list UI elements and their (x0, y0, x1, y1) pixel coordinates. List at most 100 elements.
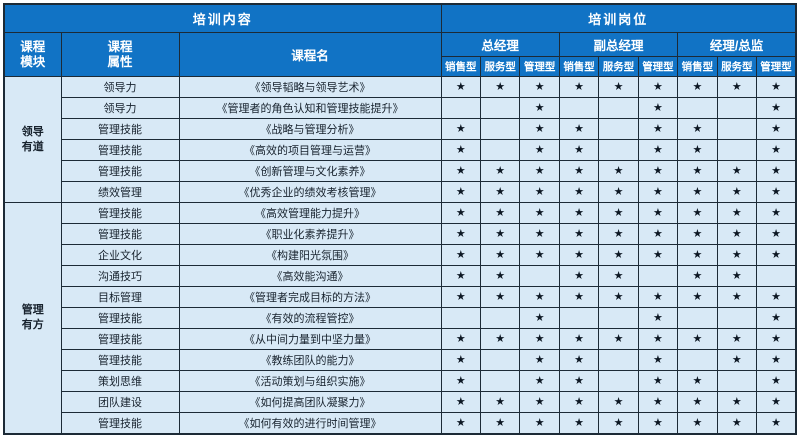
star-icon: ★ (677, 244, 718, 266)
star-icon: ★ (558, 370, 600, 392)
empty-star-cell (677, 349, 718, 371)
star-icon: ★ (519, 97, 560, 119)
course-name-cell: 《从中间力量到中坚力量》 (178, 328, 442, 350)
empty-star-cell (598, 370, 639, 392)
star-icon: ★ (598, 160, 639, 182)
star-icon: ★ (716, 328, 758, 350)
col-header-course-module: 课程 模块 (3, 32, 62, 77)
star-icon: ★ (756, 76, 797, 98)
star-icon: ★ (598, 328, 639, 350)
star-icon: ★ (637, 181, 679, 203)
course-attribute-cell: 领导力 (60, 76, 180, 98)
star-icon: ★ (558, 139, 600, 161)
star-icon: ★ (440, 286, 481, 308)
course-name-cell: 《创新管理与文化素养》 (178, 160, 442, 182)
star-icon: ★ (637, 202, 679, 224)
star-icon: ★ (598, 202, 639, 224)
training-matrix-table: 培训内容 培训岗位 课程 模块 课程 属性 课程名 总经理 副总经理 经理/总监… (3, 3, 797, 435)
course-name-cell: 《高效管理能力提升》 (178, 202, 442, 224)
empty-star-cell (598, 349, 639, 371)
header-training-positions: 培训岗位 (440, 3, 797, 33)
star-icon: ★ (677, 223, 718, 245)
empty-star-cell (716, 97, 758, 119)
table-row: 管理技能 《教练团队的能力》 ★ ★ ★ ★ ★ ★ (4, 349, 797, 371)
course-name-cell: 《职业化素养提升》 (178, 223, 442, 245)
table-row: 团队建设 《如何提高团队凝聚力》 ★ ★ ★ ★ ★ ★ ★ ★ ★ (4, 391, 797, 413)
course-name-cell: 《活动策划与组织实施》 (178, 370, 442, 392)
empty-star-cell (479, 118, 521, 140)
star-icon: ★ (479, 223, 521, 245)
star-icon: ★ (716, 349, 758, 371)
course-attribute-cell: 管理技能 (60, 160, 180, 182)
star-icon: ★ (677, 118, 718, 140)
empty-star-cell (598, 139, 639, 161)
star-icon: ★ (716, 223, 758, 245)
star-icon: ★ (756, 349, 797, 371)
star-icon: ★ (756, 160, 797, 182)
star-icon: ★ (716, 265, 758, 287)
table-row: 管理技能 《战略与管理分析》 ★ ★ ★ ★ ★ ★ (4, 118, 797, 140)
star-icon: ★ (598, 181, 639, 203)
star-icon: ★ (637, 286, 679, 308)
star-icon: ★ (716, 391, 758, 413)
table-body: 领导 有道 领导力 《领导韬略与领导艺术》 ★ ★ ★ ★ ★ ★ ★ ★ ★ 领导力 《管理者的角色认知… (3, 76, 797, 435)
star-icon: ★ (440, 76, 481, 98)
star-icon: ★ (716, 160, 758, 182)
course-name-cell: 《领导韬略与领导艺术》 (178, 76, 442, 98)
star-icon: ★ (479, 244, 521, 266)
star-icon: ★ (637, 349, 679, 371)
star-icon: ★ (519, 244, 560, 266)
empty-star-cell (598, 97, 639, 119)
table-row: 管理技能 《如何有效的进行时间管理》 ★ ★ ★ ★ ★ ★ ★ ★ ★ (4, 412, 797, 435)
empty-star-cell (677, 97, 718, 119)
star-icon: ★ (558, 286, 600, 308)
table-row: 管理技能 《高效的项目管理与运营》 ★ ★ ★ ★ ★ ★ (4, 139, 797, 161)
star-icon: ★ (677, 286, 718, 308)
type-header-sales: 销售型 (558, 56, 600, 77)
star-icon: ★ (716, 286, 758, 308)
course-attribute-cell: 策划思维 (60, 370, 180, 392)
course-attribute-cell: 管理技能 (60, 307, 180, 329)
star-icon: ★ (558, 202, 600, 224)
star-icon: ★ (637, 160, 679, 182)
star-icon: ★ (756, 223, 797, 245)
star-icon: ★ (558, 76, 600, 98)
star-icon: ★ (716, 181, 758, 203)
empty-star-cell (519, 265, 560, 287)
course-name-cell: 《如何有效的进行时间管理》 (178, 412, 442, 435)
type-header-management: 管理型 (519, 56, 560, 77)
star-icon: ★ (677, 328, 718, 350)
star-icon: ★ (756, 118, 797, 140)
star-icon: ★ (756, 370, 797, 392)
table-row: 管理 有方 管理技能 《高效管理能力提升》 ★ ★ ★ ★ ★ ★ ★ ★ ★ (3, 202, 797, 435)
empty-star-cell (558, 307, 600, 329)
course-attribute-cell: 企业文化 (60, 244, 180, 266)
star-icon: ★ (637, 76, 679, 98)
star-icon: ★ (716, 202, 758, 224)
course-name-cell: 《管理者的角色认知和管理技能提升》 (178, 97, 442, 119)
table-row: 领导力 《管理者的角色认知和管理技能提升》 ★ ★ ★ (4, 97, 797, 119)
star-icon: ★ (598, 76, 639, 98)
star-icon: ★ (519, 139, 560, 161)
star-icon: ★ (677, 160, 718, 182)
empty-star-cell (716, 370, 758, 392)
star-icon: ★ (479, 76, 521, 98)
star-icon: ★ (677, 370, 718, 392)
course-name-cell: 《构建阳光氛围》 (178, 244, 442, 266)
star-icon: ★ (637, 307, 679, 329)
empty-star-cell (440, 97, 481, 119)
star-icon: ★ (677, 202, 718, 224)
course-name-cell: 《有效的流程管控》 (178, 307, 442, 329)
empty-star-cell (716, 307, 758, 329)
course-name-cell: 《高效能沟通》 (178, 265, 442, 287)
course-attribute-cell: 管理技能 (60, 139, 180, 161)
empty-star-cell (756, 265, 797, 287)
empty-star-cell (716, 139, 758, 161)
course-name-cell: 《战略与管理分析》 (178, 118, 442, 140)
type-header-service: 服务型 (479, 56, 521, 77)
star-icon: ★ (558, 412, 600, 435)
star-icon: ★ (677, 391, 718, 413)
star-icon: ★ (637, 370, 679, 392)
group-header-manager-director: 经理/总监 (677, 32, 797, 57)
